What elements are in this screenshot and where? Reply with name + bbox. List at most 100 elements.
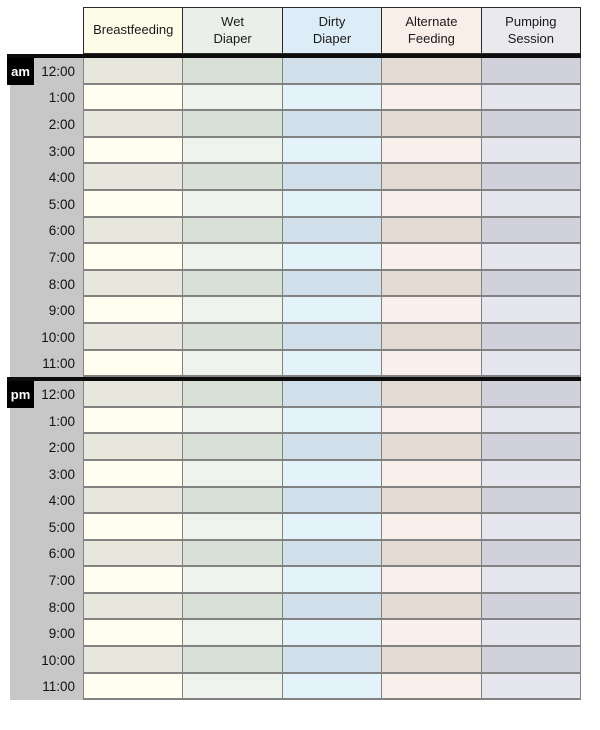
dirty-diaper-cell xyxy=(281,84,382,112)
pumping-session-cell xyxy=(480,270,582,298)
wet-diaper-cell xyxy=(182,244,282,271)
time-cell: 10:00 xyxy=(10,323,83,351)
alternate-feeding-cell xyxy=(381,297,481,324)
dirty-diaper-cell xyxy=(281,58,382,85)
wet-diaper-cell xyxy=(182,323,282,351)
hour-row: 3:00 xyxy=(10,460,582,488)
time-label: 5:00 xyxy=(48,196,75,212)
breastfeeding-cell xyxy=(83,111,183,138)
wet-diaper-cell xyxy=(182,84,282,112)
dirty-diaper-cell xyxy=(281,350,382,378)
dirty-diaper-cell xyxy=(281,270,382,298)
time-cell: 7:00 xyxy=(10,244,83,271)
wet-diaper-cell xyxy=(182,58,282,85)
wet-diaper-cell xyxy=(182,137,282,165)
column-header-dirty-diaper: Dirty Diaper xyxy=(282,7,383,54)
hour-row: 9:00 xyxy=(10,620,582,648)
time-cell: 9:00 xyxy=(10,620,83,648)
time-cell: 1:00 xyxy=(10,84,83,112)
pumping-session-cell xyxy=(480,350,582,378)
breastfeeding-cell xyxy=(83,217,183,245)
alternate-feeding-cell xyxy=(381,514,481,541)
hour-row: 5:00 xyxy=(10,514,582,541)
wet-diaper-cell xyxy=(182,593,282,621)
wet-diaper-cell xyxy=(182,350,282,378)
alternate-feeding-cell xyxy=(381,407,481,435)
breastfeeding-cell xyxy=(83,460,183,488)
time-cell: 5:00 xyxy=(10,514,83,541)
dirty-diaper-cell xyxy=(281,217,382,245)
hour-row: 7:00 xyxy=(10,244,582,271)
pumping-session-cell xyxy=(480,217,582,245)
alternate-feeding-cell xyxy=(381,244,481,271)
dirty-diaper-cell xyxy=(281,673,382,701)
time-grid: am 12:00 1:00 2:00 3:00 xyxy=(7,58,582,701)
time-label: 10:00 xyxy=(41,652,75,668)
pumping-session-cell xyxy=(480,593,582,621)
time-label: 5:00 xyxy=(48,519,75,535)
breastfeeding-cell xyxy=(83,567,183,594)
pumping-session-cell xyxy=(480,673,582,701)
time-label: 2:00 xyxy=(48,440,75,456)
column-header-breastfeeding: Breastfeeding xyxy=(83,7,184,54)
hour-row: 2:00 xyxy=(10,111,582,138)
header-divider-bar xyxy=(7,54,581,58)
time-cell: 2:00 xyxy=(10,111,83,138)
breastfeeding-cell xyxy=(83,297,183,324)
wet-diaper-cell xyxy=(182,487,282,515)
pumping-session-cell xyxy=(480,407,582,435)
dirty-diaper-cell xyxy=(281,460,382,488)
dirty-diaper-cell xyxy=(281,190,382,218)
time-cell: 4:00 xyxy=(10,164,83,191)
alternate-feeding-cell xyxy=(381,323,481,351)
time-cell: 5:00 xyxy=(10,190,83,218)
breastfeeding-cell xyxy=(83,244,183,271)
hour-row: am 12:00 xyxy=(7,58,582,85)
pumping-session-cell xyxy=(480,434,582,461)
dirty-diaper-cell xyxy=(281,407,382,435)
breastfeeding-cell xyxy=(83,487,183,515)
breastfeeding-cell xyxy=(83,514,183,541)
wet-diaper-cell xyxy=(182,540,282,568)
time-label: 8:00 xyxy=(48,599,75,615)
hour-row: 10:00 xyxy=(10,647,582,674)
hour-row: 8:00 xyxy=(10,593,582,621)
time-cell: 3:00 xyxy=(10,137,83,165)
hour-row: 8:00 xyxy=(10,270,582,298)
breastfeeding-cell xyxy=(83,434,183,461)
time-cell: pm 12:00 xyxy=(7,381,83,408)
time-cell: 11:00 xyxy=(10,673,83,701)
dirty-diaper-cell xyxy=(281,487,382,515)
time-label: 9:00 xyxy=(48,626,75,642)
alternate-feeding-cell xyxy=(381,270,481,298)
hour-row: 4:00 xyxy=(10,164,582,191)
alternate-feeding-cell xyxy=(381,84,481,112)
pumping-session-cell xyxy=(480,297,582,324)
pumping-session-cell xyxy=(480,487,582,515)
time-label: 4:00 xyxy=(48,493,75,509)
table-header: Breastfeeding Wet Diaper Dirty Diaper Al… xyxy=(83,7,582,54)
hour-row: 9:00 xyxy=(10,297,582,324)
hour-row: 6:00 xyxy=(10,540,582,568)
wet-diaper-cell xyxy=(182,164,282,191)
dirty-diaper-cell xyxy=(281,164,382,191)
time-label: 10:00 xyxy=(41,329,75,345)
breastfeeding-cell xyxy=(83,381,183,408)
alternate-feeding-cell xyxy=(381,164,481,191)
breastfeeding-cell xyxy=(83,84,183,112)
alternate-feeding-cell xyxy=(381,487,481,515)
time-cell: 11:00 xyxy=(10,350,83,378)
alternate-feeding-cell xyxy=(381,137,481,165)
hour-row: 2:00 xyxy=(10,434,582,461)
alternate-feeding-cell xyxy=(381,434,481,461)
time-cell: 3:00 xyxy=(10,460,83,488)
wet-diaper-cell xyxy=(182,270,282,298)
time-cell: 7:00 xyxy=(10,567,83,594)
dirty-diaper-cell xyxy=(281,244,382,271)
pumping-session-cell xyxy=(480,647,582,674)
breastfeeding-cell xyxy=(83,407,183,435)
alternate-feeding-cell xyxy=(381,620,481,648)
alternate-feeding-cell xyxy=(381,381,481,408)
dirty-diaper-cell xyxy=(281,323,382,351)
time-cell: am 12:00 xyxy=(7,58,83,85)
